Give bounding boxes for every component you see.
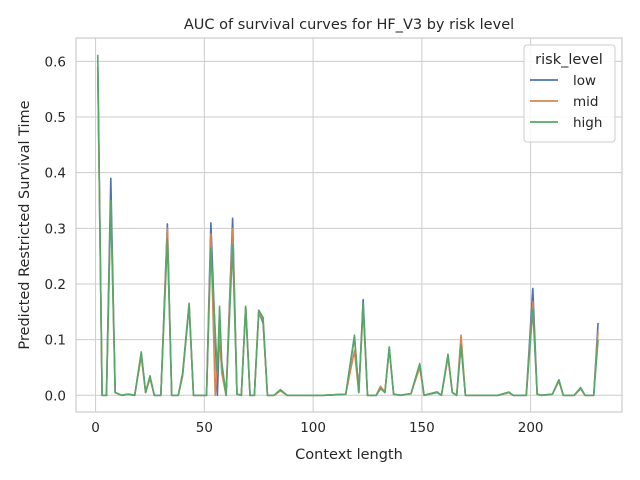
x-tick-label: 0 — [91, 420, 100, 436]
x-tick-label: 50 — [196, 420, 213, 436]
y-tick-label: 0.1 — [45, 333, 66, 349]
x-tick-label: 100 — [300, 420, 326, 436]
x-axis-title: Context length — [295, 447, 403, 463]
legend: risk_level low mid high — [523, 44, 616, 143]
legend-frame — [523, 44, 616, 143]
legend-title: risk_level — [535, 52, 603, 68]
legend-label-high: high — [573, 115, 602, 131]
y-tick-label: 0.5 — [45, 110, 66, 126]
x-tick-label: 150 — [409, 420, 435, 436]
y-tick-label: 0.6 — [45, 54, 66, 70]
chart-title: AUC of survival curves for HF_V3 by risk… — [184, 17, 514, 33]
y-axis-title: Predicted Restricted Survival Time — [17, 100, 33, 349]
series-lines — [96, 54, 599, 397]
legend-label-mid: mid — [573, 94, 598, 110]
y-tick-labels: 0.0 0.1 0.2 0.3 0.4 0.5 0.6 — [45, 54, 66, 404]
y-tick-label: 0.2 — [45, 277, 66, 293]
series-line-high — [96, 54, 599, 397]
y-tick-label: 0.0 — [45, 388, 66, 404]
y-tick-label: 0.3 — [45, 221, 66, 237]
x-tick-label: 200 — [518, 420, 544, 436]
x-tick-labels: 0 50 100 150 200 — [91, 420, 543, 436]
y-tick-label: 0.4 — [45, 166, 66, 182]
plot-frame — [75, 37, 623, 413]
legend-label-low: low — [573, 73, 596, 89]
